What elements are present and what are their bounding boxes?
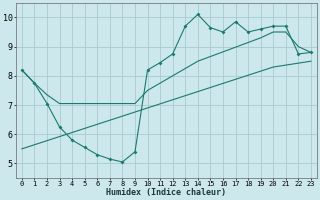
X-axis label: Humidex (Indice chaleur): Humidex (Indice chaleur) bbox=[106, 188, 226, 197]
